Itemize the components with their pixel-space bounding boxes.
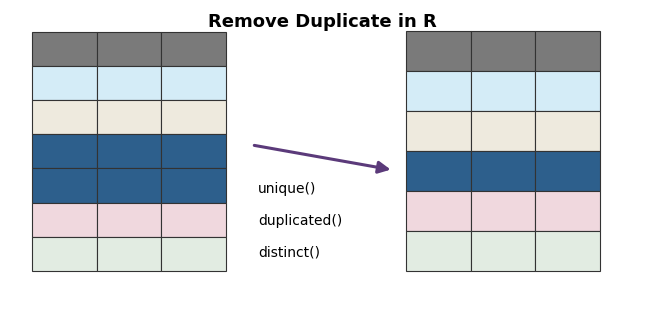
Bar [97,134,161,168]
Bar [161,66,226,100]
Bar [471,191,535,231]
Bar [406,151,471,191]
Bar [471,111,535,151]
Bar [161,203,226,237]
Bar [32,134,97,168]
Text: duplicated(): duplicated() [258,214,342,227]
Bar [161,100,226,134]
Bar [97,168,161,203]
Text: distinct(): distinct() [258,245,320,259]
Bar [32,203,97,237]
Bar [161,134,226,168]
Bar [406,32,471,72]
Bar [535,231,600,271]
Bar [535,151,600,191]
Bar [97,32,161,66]
Bar [406,111,471,151]
Bar [535,72,600,111]
Bar [535,191,600,231]
Bar [161,237,226,271]
Bar [471,151,535,191]
Bar [535,32,600,72]
Bar [32,66,97,100]
Bar [32,32,97,66]
Bar [32,237,97,271]
Bar [406,231,471,271]
Bar [161,168,226,203]
Bar [535,111,600,151]
Bar [471,231,535,271]
Bar [471,72,535,111]
Bar [471,32,535,72]
Bar [32,168,97,203]
Bar [97,66,161,100]
Bar [32,100,97,134]
Text: unique(): unique() [258,182,317,196]
Bar [97,100,161,134]
Bar [406,191,471,231]
Text: Remove Duplicate in R: Remove Duplicate in R [208,13,437,31]
Bar [97,203,161,237]
Bar [97,237,161,271]
Bar [406,72,471,111]
Bar [161,32,226,66]
